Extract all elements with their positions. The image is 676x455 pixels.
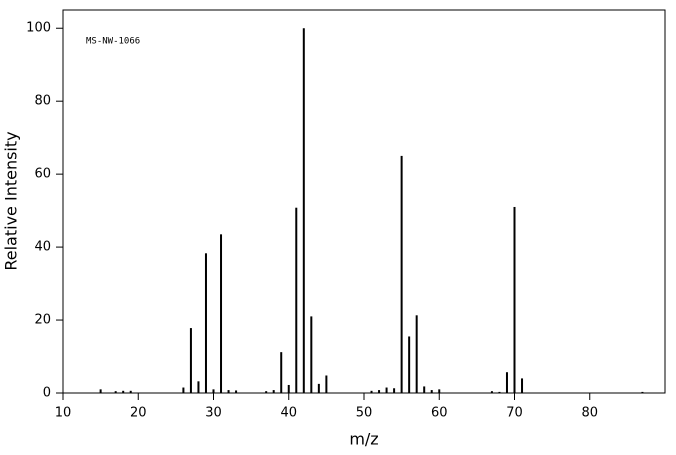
peak	[385, 387, 388, 393]
peak	[378, 390, 381, 393]
y-tick-label: 80	[34, 94, 51, 109]
peak	[641, 391, 644, 393]
peak	[129, 390, 132, 393]
x-tick-label: 70	[506, 406, 523, 421]
peak	[490, 391, 493, 393]
peak	[272, 390, 275, 393]
peak	[513, 206, 516, 393]
peak	[99, 389, 102, 393]
peak	[415, 315, 418, 393]
peak	[325, 375, 328, 393]
peak	[122, 390, 125, 393]
peak	[197, 381, 200, 393]
peak	[317, 383, 320, 393]
peak	[287, 384, 290, 393]
peak	[505, 372, 508, 393]
y-axis-title: Relative Intensity	[2, 131, 21, 270]
peak	[114, 391, 117, 393]
x-axis-title: m/z	[349, 430, 378, 449]
y-tick-label: 100	[26, 21, 51, 36]
x-tick-label: 80	[581, 406, 598, 421]
x-tick-label: 30	[205, 406, 222, 421]
y-tick-label: 60	[34, 167, 51, 182]
peak	[280, 352, 283, 393]
plot-frame	[62, 9, 666, 394]
peak	[204, 253, 207, 393]
peak	[423, 386, 426, 393]
peak	[265, 391, 268, 393]
x-tick-label: 60	[431, 406, 448, 421]
peak	[393, 388, 396, 393]
spectrum-label: MS-NW-1066	[86, 37, 140, 47]
peak	[430, 390, 433, 393]
peak	[498, 391, 501, 393]
peak	[182, 387, 185, 393]
peak	[295, 207, 298, 393]
peak	[189, 328, 192, 393]
peak	[227, 390, 230, 393]
peak	[235, 390, 238, 393]
peak	[521, 378, 524, 393]
x-tick-label: 40	[280, 406, 297, 421]
x-tick-label: 10	[55, 406, 72, 421]
peak	[400, 155, 403, 393]
x-tick-label: 50	[356, 406, 373, 421]
peak	[212, 389, 215, 393]
y-tick-label: 20	[34, 313, 51, 328]
peak	[408, 336, 411, 393]
peak	[438, 389, 441, 393]
y-tick-label: 0	[43, 386, 51, 401]
x-tick-label: 20	[130, 406, 147, 421]
peak	[370, 390, 373, 393]
y-tick-label: 40	[34, 240, 51, 255]
peak	[220, 234, 223, 393]
peak	[302, 28, 305, 393]
peak	[310, 316, 313, 393]
